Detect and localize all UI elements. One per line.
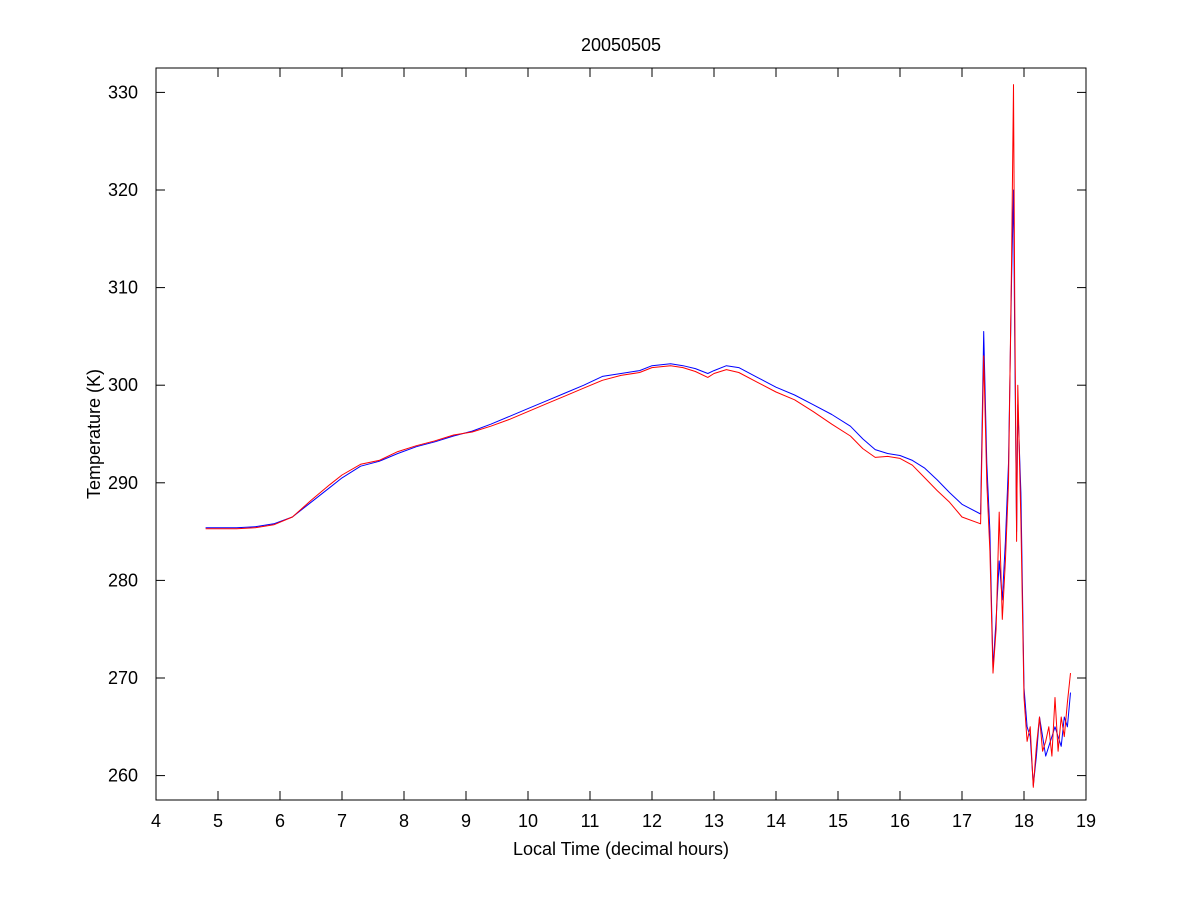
- x-tick-label: 10: [518, 811, 538, 831]
- x-tick-label: 4: [151, 811, 161, 831]
- y-tick-label: 290: [108, 473, 138, 493]
- plot-area: [155, 67, 1087, 801]
- axes-box: [155, 67, 1087, 801]
- y-tick-label: 310: [108, 278, 138, 298]
- x-tick-label: 6: [275, 811, 285, 831]
- x-tick-label: 8: [399, 811, 409, 831]
- x-tick-label: 17: [952, 811, 972, 831]
- chart-title: 20050505: [581, 35, 661, 55]
- x-axis-ticks: 4 5 6 7 8 9 10 11 12 13 14 15 16 17 18 19: [151, 68, 1096, 831]
- y-axis-label: Temperature (K): [84, 369, 104, 499]
- x-tick-label: 5: [213, 811, 223, 831]
- x-tick-label: 11: [581, 811, 600, 831]
- y-tick-label: 330: [108, 82, 138, 102]
- y-tick-label: 320: [108, 180, 138, 200]
- x-tick-label: 19: [1076, 811, 1096, 831]
- y-axis-ticks: 260 270 280 290 300 310 320 330: [108, 82, 1086, 786]
- x-tick-label: 18: [1014, 811, 1034, 831]
- x-tick-label: 16: [890, 811, 910, 831]
- y-tick-label: 260: [108, 766, 138, 786]
- x-tick-label: 15: [828, 811, 848, 831]
- y-tick-label: 300: [108, 375, 138, 395]
- x-tick-label: 14: [766, 811, 786, 831]
- x-axis-label: Local Time (decimal hours): [513, 839, 729, 859]
- x-tick-label: 9: [461, 811, 471, 831]
- x-tick-label: 13: [704, 811, 724, 831]
- y-tick-label: 280: [108, 570, 138, 590]
- y-tick-label: 270: [108, 668, 138, 688]
- series-line-1: [205, 189, 1071, 786]
- x-tick-label: 7: [337, 811, 347, 831]
- series-layer: [205, 84, 1071, 788]
- series-line-2: [205, 84, 1071, 788]
- x-tick-label: 12: [642, 811, 662, 831]
